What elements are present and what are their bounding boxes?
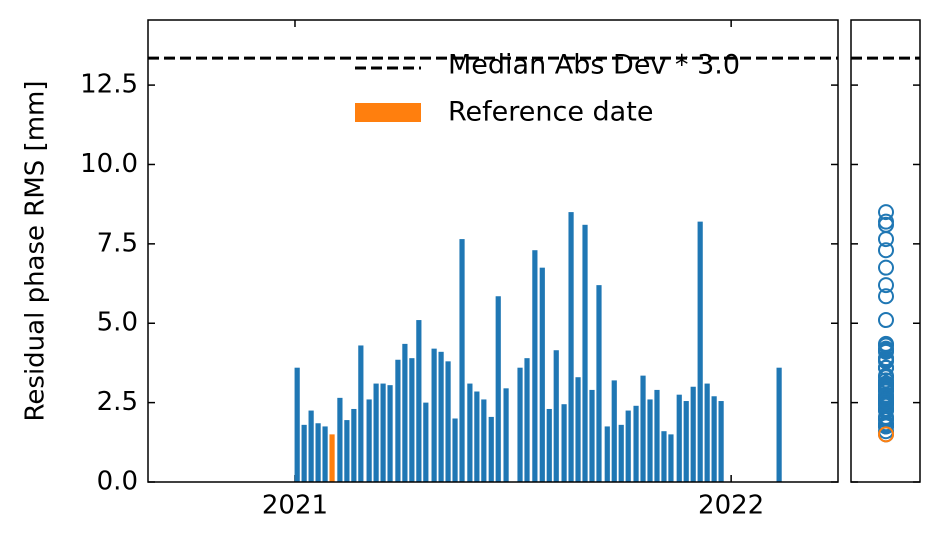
bar [661,431,667,482]
bar [676,394,682,482]
side-frame [850,19,921,483]
bar [431,348,437,482]
y-tick-label: 12.5 [80,70,138,100]
bar [539,267,545,482]
y-axis-label: Residual phase RMS [mm] [21,81,51,422]
bar [445,361,451,482]
bar [683,401,689,482]
bar [315,423,321,482]
bar [438,351,444,482]
distribution-point [878,288,894,305]
bar [575,377,581,482]
bar [618,424,624,482]
bar [568,212,574,482]
bar [467,383,473,482]
bar [654,389,660,482]
bar [517,367,523,482]
distribution-point [878,375,894,392]
bar [589,389,595,482]
bar [423,402,429,482]
bar [697,221,703,483]
bar [611,380,617,482]
bar [402,343,408,482]
bar [647,399,653,482]
bar [294,367,300,482]
distribution-point [878,242,894,259]
bar [416,320,422,482]
distribution-point [878,426,894,443]
bar [604,426,610,482]
bar [596,285,602,482]
y-tick-label: 0.0 [97,467,138,497]
bar [351,408,357,482]
bar [344,420,350,482]
distribution-point [878,393,894,410]
bar [452,418,458,482]
bar [329,434,335,482]
distribution-point [878,388,894,405]
bar [668,434,674,482]
bar [322,426,328,482]
bar [495,296,501,482]
bar [337,397,343,482]
bar [488,416,494,482]
bar [474,391,480,482]
bar [373,383,379,482]
distribution-point [878,312,894,329]
distribution-point [878,213,894,230]
bar [561,404,567,482]
bar [532,250,538,482]
bar [582,224,588,482]
bar [690,386,696,482]
bar [553,350,559,482]
bar [358,345,364,482]
legend-swatch [355,103,421,122]
x-tick-label: 2022 [698,491,764,521]
distribution-point [878,342,894,359]
bar [409,358,415,482]
bar [380,383,386,482]
distribution-point [878,204,894,221]
bar [481,399,487,482]
bar [503,388,509,482]
y-tick-label: 10.0 [80,149,138,179]
bar [387,385,393,482]
bar [459,239,465,482]
bar [718,401,724,482]
bar [640,375,646,482]
distribution-point [878,259,894,276]
y-tick-label: 5.0 [97,308,138,338]
bar [308,410,314,482]
distribution-point [878,397,894,414]
distribution-point [878,277,894,294]
legend-label: Reference date [448,97,653,128]
legend-label: Median Abs Dev * 3.0 [448,50,740,81]
bar [301,424,307,482]
bar [366,399,372,482]
plot-frame [147,19,839,483]
bar [395,359,401,482]
bar [625,410,631,482]
bar [633,405,639,482]
x-tick-label: 2021 [262,491,328,521]
bar [524,358,530,482]
distribution-point [878,350,894,367]
distribution-point [878,359,894,376]
y-tick-label: 7.5 [97,228,138,258]
y-tick-label: 2.5 [97,387,138,417]
bar [546,408,552,482]
bar [776,367,782,482]
bar [704,383,710,482]
bar [711,396,717,482]
